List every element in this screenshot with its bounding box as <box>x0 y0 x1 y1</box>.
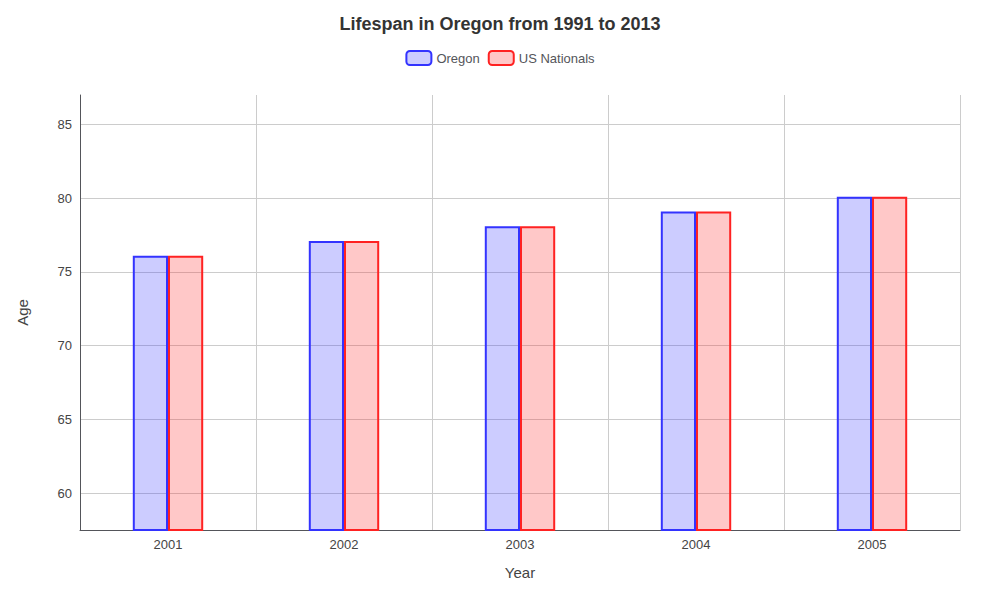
svg-text:75: 75 <box>58 264 72 279</box>
svg-text:US Nationals: US Nationals <box>519 51 595 66</box>
svg-text:2002: 2002 <box>330 537 359 552</box>
svg-text:70: 70 <box>58 338 72 353</box>
svg-text:65: 65 <box>58 412 72 427</box>
svg-text:80: 80 <box>58 191 72 206</box>
svg-text:Oregon: Oregon <box>436 51 479 66</box>
svg-text:Age: Age <box>14 299 31 326</box>
svg-text:2004: 2004 <box>682 537 711 552</box>
svg-text:Year: Year <box>505 564 535 581</box>
svg-text:Lifespan in Oregon from 1991 t: Lifespan in Oregon from 1991 to 2013 <box>339 14 660 34</box>
svg-text:60: 60 <box>58 486 72 501</box>
svg-text:85: 85 <box>58 117 72 132</box>
svg-text:2001: 2001 <box>154 537 183 552</box>
svg-text:2003: 2003 <box>506 537 535 552</box>
svg-text:2005: 2005 <box>858 537 887 552</box>
